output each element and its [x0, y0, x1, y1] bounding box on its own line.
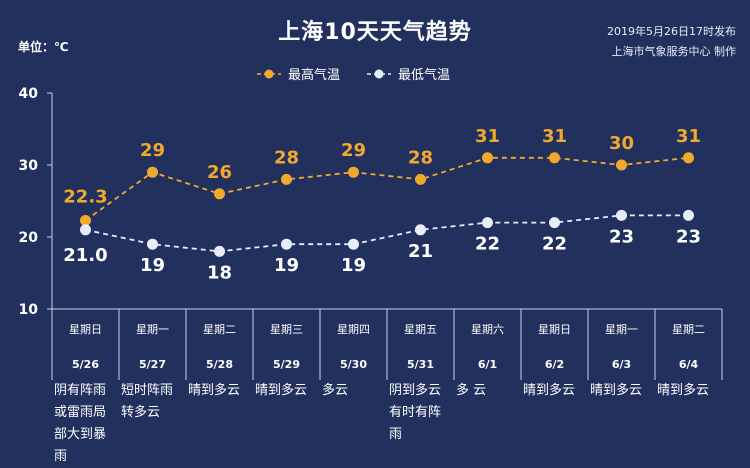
- data-label-low: 23: [609, 226, 634, 247]
- data-label-low: 19: [140, 255, 165, 276]
- x-tick-date: 6/3: [612, 358, 631, 371]
- data-label-high: 31: [542, 126, 567, 147]
- chart-title: 上海10天天气趋势: [278, 20, 472, 45]
- legend-high-line-icon: [257, 69, 281, 78]
- data-point-low: [281, 238, 292, 250]
- x-tick-weekday: 星期二: [203, 323, 236, 336]
- y-tick-label: 20: [19, 230, 39, 246]
- data-label-high: 29: [341, 140, 366, 161]
- weather-description: 晴到多云: [657, 383, 710, 398]
- publisher: 上海市气象服务中心 制作: [611, 45, 737, 58]
- y-tick-label: 30: [19, 158, 39, 174]
- x-tick-date: 5/31: [407, 358, 434, 371]
- legend: 最高气温 最低气温: [256, 64, 450, 83]
- x-tick-date: 5/28: [206, 358, 233, 371]
- weather-description: 晴到多云: [188, 383, 241, 398]
- weather-description: 短时阵雨 转多云: [121, 383, 174, 420]
- x-tick-weekday: 星期二: [672, 323, 705, 336]
- publish-info: 2019年5月26日17时发布 上海市气象服务中心 制作: [607, 22, 736, 62]
- data-point-high: [80, 214, 91, 226]
- data-label-low: 19: [341, 255, 366, 276]
- data-point-high: [348, 166, 359, 178]
- data-point-low: [415, 224, 426, 236]
- legend-low-label: 最低气温: [398, 68, 451, 83]
- legend-item-high: 最高气温: [256, 64, 340, 83]
- data-point-high: [683, 152, 694, 164]
- data-point-high: [147, 166, 158, 178]
- legend-high-label: 最高气温: [288, 68, 341, 83]
- y-tick-label: 10: [19, 302, 39, 318]
- x-tick-date: 5/27: [139, 358, 166, 371]
- data-point-high: [616, 159, 627, 171]
- data-label-high: 28: [274, 147, 299, 168]
- data-point-low: [80, 224, 91, 236]
- data-point-high: [214, 188, 225, 200]
- x-tick-weekday: 星期三: [270, 323, 303, 336]
- weather-description: 晴到多云: [523, 383, 576, 398]
- data-point-low: [616, 209, 627, 221]
- weather-description: 多云: [322, 383, 349, 398]
- x-tick-weekday: 星期日: [69, 323, 102, 336]
- legend-low-line-icon: [367, 69, 392, 78]
- x-tick-date: 6/4: [679, 358, 699, 371]
- data-label-high: 28: [408, 147, 433, 168]
- x-tick-weekday: 星期一: [136, 323, 169, 336]
- legend-item-low: 最低气温: [366, 64, 450, 83]
- data-label-high: 26: [207, 162, 232, 183]
- y-tick-label: 40: [19, 86, 39, 102]
- x-tick-weekday: 星期一: [605, 323, 638, 336]
- data-label-low: 21.0: [63, 245, 107, 266]
- data-point-low: [482, 217, 493, 229]
- x-tick-weekday: 星期六: [471, 323, 504, 336]
- data-label-high: 29: [140, 140, 165, 161]
- data-label-high: 31: [475, 126, 500, 147]
- weather-description: 晴到多云: [255, 383, 308, 398]
- data-label-low: 22: [542, 234, 567, 255]
- data-point-low: [147, 238, 158, 250]
- x-tick-date: 5/26: [72, 358, 99, 371]
- data-point-high: [482, 152, 493, 164]
- publish-time: 2019年5月26日17时发布: [607, 25, 736, 38]
- data-label-low: 23: [676, 226, 701, 247]
- weather-description: 阴到多云 有时有阵雨: [389, 383, 442, 442]
- x-tick-date: 5/29: [273, 358, 300, 371]
- series-line-high: [84, 156, 689, 222]
- unit-label: 单位：℃: [18, 40, 69, 54]
- data-point-low: [214, 245, 225, 257]
- data-label-low: 22: [475, 234, 500, 255]
- series-line-low: [85, 214, 689, 253]
- data-label-low: 21: [408, 241, 433, 262]
- data-label-low: 18: [207, 262, 232, 283]
- weather-description: 阴有阵雨 或雷雨局 部大到暴雨: [54, 383, 107, 464]
- x-tick-date: 6/1: [478, 358, 497, 371]
- data-label-high: 30: [609, 133, 634, 154]
- data-label-low: 19: [274, 255, 299, 276]
- data-point-high: [281, 173, 292, 185]
- x-tick-weekday: 星期四: [337, 323, 370, 336]
- data-point-high: [549, 152, 560, 164]
- data-point-low: [683, 209, 694, 221]
- x-tick-date: 5/30: [340, 358, 367, 371]
- weather-description: 晴到多云: [590, 383, 643, 398]
- data-point-high: [415, 173, 426, 185]
- data-point-low: [549, 217, 560, 229]
- x-tick-date: 6/2: [545, 358, 564, 371]
- x-tick-weekday: 星期五: [404, 323, 437, 336]
- x-tick-weekday: 星期日: [538, 323, 571, 336]
- data-point-low: [348, 238, 359, 250]
- data-label-high: 22.3: [63, 186, 107, 207]
- weather-description: 多 云: [456, 383, 487, 398]
- data-label-high: 31: [676, 126, 701, 147]
